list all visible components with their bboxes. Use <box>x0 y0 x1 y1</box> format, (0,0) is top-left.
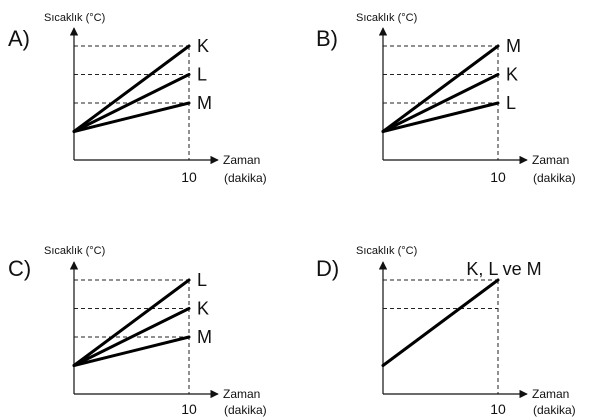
series-label-1: M <box>506 36 521 56</box>
series-labels: MKL <box>506 36 521 113</box>
chart-panel-d: D) Sıcaklık (°C) K, L ve M Zaman (dakika… <box>316 245 576 417</box>
series-label-2: K <box>506 65 518 85</box>
chart-panel-a: A) Sıcaklık (°C) KLM Zaman (dakika) 10 <box>8 12 267 185</box>
x-axis-unit: (dakika) <box>533 403 576 417</box>
series-line-3 <box>72 335 191 367</box>
x-axis-title: Zaman <box>223 153 260 167</box>
x-tick-label: 10 <box>181 401 197 417</box>
series-line-3 <box>72 101 191 133</box>
series-line-1 <box>72 44 191 133</box>
series-line-1 <box>381 44 500 133</box>
series-line-2 <box>72 307 191 367</box>
series-label-2: K <box>197 299 209 319</box>
series-label-3: M <box>197 327 212 347</box>
series-label-1: K, L ve M <box>466 259 541 279</box>
series-lines <box>381 44 500 133</box>
chart-panel-c: C) Sıcaklık (°C) LKM Zaman (dakika) 10 <box>8 245 267 417</box>
option-letter: A) <box>8 26 30 51</box>
x-tick-label: 10 <box>181 169 197 185</box>
chart-panel-b: B) Sıcaklık (°C) MKL Zaman (dakika) 10 <box>316 12 576 185</box>
x-axis-title: Zaman <box>532 387 569 401</box>
x-axis-unit: (dakika) <box>533 171 576 185</box>
series-labels: K, L ve M <box>466 259 541 279</box>
series-line-1 <box>381 278 500 367</box>
series-line-2 <box>72 73 191 133</box>
series-lines <box>381 278 500 367</box>
series-label-1: L <box>197 270 207 290</box>
grid-lines <box>383 279 499 394</box>
y-axis-title: Sıcaklık (°C) <box>44 245 105 257</box>
y-axis-title: Sıcaklık (°C) <box>356 12 417 24</box>
y-axis-title: Sıcaklık (°C) <box>356 245 417 257</box>
series-line-2 <box>381 73 500 133</box>
series-label-1: K <box>197 36 209 56</box>
x-axis-title: Zaman <box>532 153 569 167</box>
series-lines <box>72 44 191 133</box>
series-line-1 <box>72 278 191 367</box>
x-tick-label: 10 <box>490 169 506 185</box>
series-label-2: L <box>197 65 207 85</box>
series-labels: LKM <box>197 270 212 347</box>
series-labels: KLM <box>197 36 212 113</box>
x-axis-title: Zaman <box>223 387 260 401</box>
x-axis-unit: (dakika) <box>224 171 267 185</box>
x-tick-label: 10 <box>490 401 506 417</box>
option-letter: C) <box>8 256 31 281</box>
series-lines <box>72 278 191 367</box>
option-letter: D) <box>316 256 339 281</box>
y-axis-title: Sıcaklık (°C) <box>44 12 105 24</box>
option-letter: B) <box>316 26 338 51</box>
series-label-3: L <box>506 93 516 113</box>
series-line-3 <box>381 101 500 133</box>
x-axis-unit: (dakika) <box>224 403 267 417</box>
series-label-3: M <box>197 93 212 113</box>
